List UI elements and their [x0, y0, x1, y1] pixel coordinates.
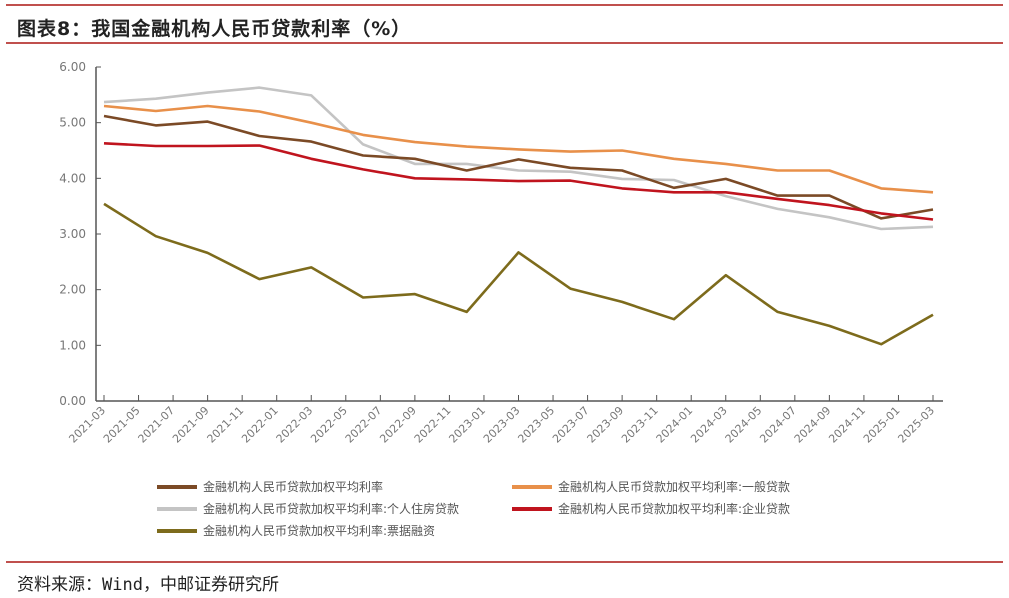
x-tick-label: 2024-01: [654, 404, 696, 446]
y-tick-label: 3.00: [59, 227, 86, 241]
x-tick-label: 2024-09: [792, 404, 834, 446]
x-tick-label: 2023-01: [446, 404, 488, 446]
y-tick-label: 0.00: [59, 394, 86, 408]
bottom-rule: [6, 561, 1003, 563]
x-tick-label: 2024-07: [757, 404, 799, 446]
legend-swatch: [157, 506, 197, 511]
y-tick-label: 5.00: [59, 116, 86, 130]
x-tick-label: 2022-09: [377, 404, 419, 446]
line-chart: 0.001.002.003.004.005.006.002021-032021-…: [59, 60, 943, 446]
top-rule: [6, 4, 1003, 6]
legend-item-mortgage: 金融机构人民币贷款加权平均利率:个人住房贷款: [157, 500, 459, 517]
y-tick-label: 2.00: [59, 283, 86, 297]
x-tick-label: 2024-11: [826, 404, 868, 446]
x-tick-label: 2021-09: [170, 404, 212, 446]
legend-item-corporate: 金融机构人民币贷款加权平均利率:企业贷款: [512, 500, 790, 517]
legend-swatch: [512, 506, 552, 511]
legend-label: 金融机构人民币贷款加权平均利率:个人住房贷款: [203, 502, 460, 516]
x-tick-label: 2023-11: [619, 404, 661, 446]
x-tick-label: 2023-07: [550, 404, 592, 446]
x-tick-label: 2022-01: [239, 404, 281, 446]
y-tick-label: 1.00: [59, 338, 86, 352]
x-tick-label: 2021-07: [136, 404, 178, 446]
series-line: [103, 104, 934, 194]
source-note: 资料来源：Wind，中邮证券研究所: [17, 575, 279, 595]
legend-swatch: [157, 528, 197, 533]
x-tick-label: 2024-03: [688, 404, 730, 446]
x-tick-label: 2022-05: [308, 404, 350, 446]
x-tick-label: 2021-05: [101, 404, 143, 446]
chart-title: 图表8：我国金融机构人民币贷款利率（%）: [17, 18, 412, 40]
series-line: [103, 86, 934, 231]
title-rule: [6, 42, 1003, 44]
x-tick-label: 2022-11: [412, 404, 454, 446]
legend-swatch: [157, 484, 197, 489]
x-tick-label: 2023-09: [585, 404, 627, 446]
y-tick-label: 4.00: [59, 171, 86, 185]
x-tick-label: 2024-05: [723, 404, 765, 446]
x-tick-label: 2022-07: [343, 404, 385, 446]
x-tick-label: 2021-11: [205, 404, 247, 446]
series-line: [103, 202, 934, 346]
legend-label: 金融机构人民币贷款加权平均利率: [203, 480, 384, 494]
legend-label: 金融机构人民币贷款加权平均利率:一般贷款: [558, 480, 791, 494]
series-line: [103, 142, 934, 221]
legend-item-overall: 金融机构人民币贷款加权平均利率: [157, 478, 383, 495]
legend-item-general: 金融机构人民币贷款加权平均利率:一般贷款: [512, 478, 790, 495]
x-tick-label: 2021-03: [66, 404, 108, 446]
legend-label: 金融机构人民币贷款加权平均利率:票据融资: [203, 524, 436, 538]
x-tick-label: 2025-01: [861, 404, 903, 446]
x-tick-label: 2023-05: [515, 404, 557, 446]
legend-item-bills: 金融机构人民币贷款加权平均利率:票据融资: [157, 522, 435, 539]
x-tick-label: 2025-03: [895, 404, 937, 446]
y-tick-label: 6.00: [59, 60, 86, 74]
legend-swatch: [512, 484, 552, 489]
x-tick-label: 2023-03: [481, 404, 523, 446]
x-tick-label: 2022-03: [274, 404, 316, 446]
series-line: [103, 114, 934, 220]
legend-label: 金融机构人民币贷款加权平均利率:企业贷款: [558, 502, 791, 516]
